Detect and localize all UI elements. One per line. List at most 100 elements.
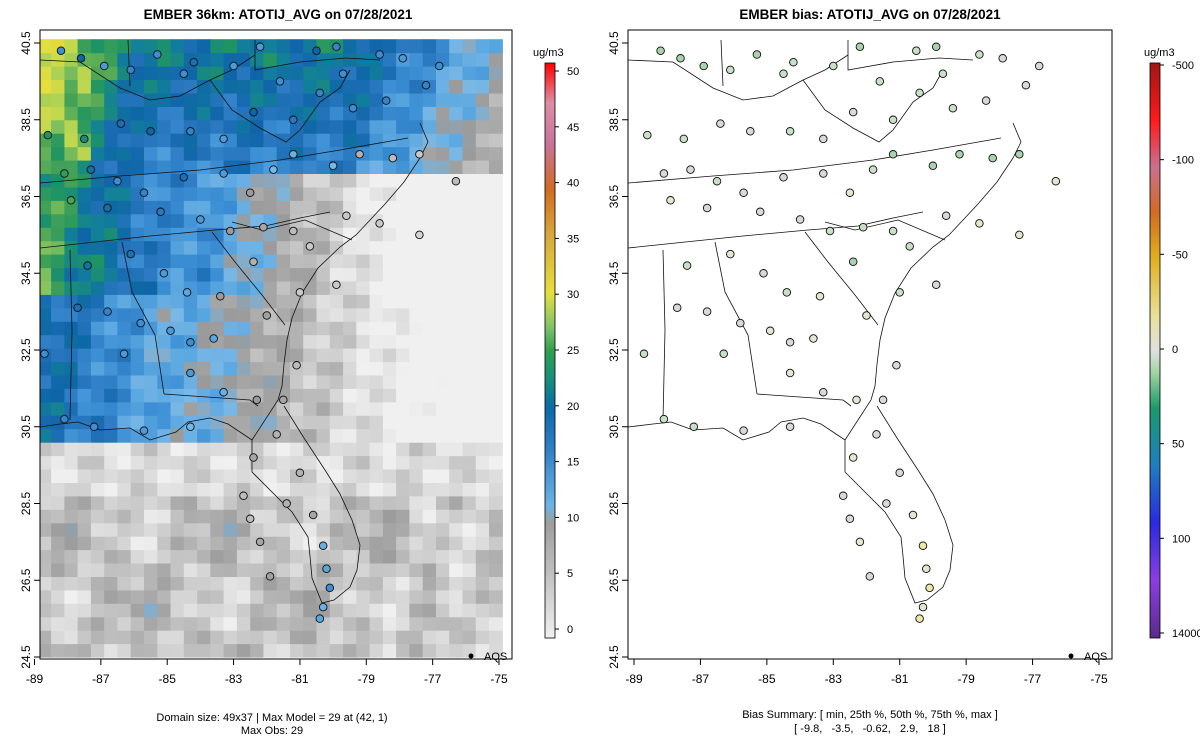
grid-cell [64, 482, 79, 497]
grid-cell [343, 536, 357, 551]
grid-cell [316, 415, 331, 430]
bias-point [702, 307, 712, 316]
grid-cell [382, 616, 397, 631]
grid-cell [144, 227, 158, 242]
grid-cell [236, 173, 251, 188]
grid-cell [90, 334, 105, 349]
obs-point [196, 215, 205, 224]
grid-cell [276, 630, 291, 645]
grid-cell [90, 361, 105, 376]
grid-cell [130, 348, 145, 363]
grid-cell [130, 616, 145, 631]
obs-point [451, 176, 461, 186]
grid-cell [77, 536, 92, 551]
grid-cell [475, 630, 490, 645]
grid-cell [144, 616, 158, 631]
grid-cell [356, 643, 371, 658]
bias-point [975, 50, 984, 59]
grid-cell [290, 495, 304, 510]
grid-cell [210, 374, 225, 389]
grid-cell [117, 536, 132, 551]
bias-point [782, 288, 792, 297]
grid-cell [382, 173, 397, 188]
grid-cell [263, 361, 278, 376]
grid-cell [90, 79, 105, 94]
grid-cell [183, 294, 198, 309]
grid-cell [250, 227, 265, 242]
grid-cell [263, 52, 278, 67]
grid-cell [489, 361, 503, 376]
grid-cell [197, 589, 211, 604]
bias-point [712, 176, 722, 186]
grid-cell [51, 321, 65, 336]
bias-point [759, 269, 768, 278]
grid-cell [436, 455, 450, 470]
right-title: EMBER bias: ATOTIJ_AVG on 07/28/2021 [739, 7, 1001, 22]
grid-cell [170, 213, 185, 228]
grid-cell [409, 307, 424, 322]
grid-cell [409, 630, 424, 645]
grid-cell [329, 92, 344, 107]
grid-cell [40, 522, 52, 537]
grid-cell [329, 361, 344, 376]
grid-cell [263, 294, 278, 309]
bias-point [746, 127, 755, 136]
grid-cell [130, 442, 145, 457]
grid-cell [157, 388, 172, 403]
grid-cell [396, 146, 410, 161]
obs-point [245, 188, 255, 197]
grid-cell [77, 576, 92, 591]
grid-cell [263, 522, 278, 537]
grid-cell [382, 482, 397, 497]
grid-cell [130, 563, 145, 577]
obs-point [415, 230, 424, 240]
grid-cell [436, 536, 450, 551]
grid-cell [117, 549, 132, 564]
grid-cell [104, 455, 119, 470]
grid-cell [369, 294, 384, 309]
grid-cell [382, 160, 397, 174]
grid-cell [303, 361, 318, 376]
grid-cell [489, 509, 503, 524]
grid-cell [90, 576, 105, 591]
grid-cell [462, 469, 477, 483]
bias-point [872, 430, 881, 439]
grid-cell [475, 240, 490, 255]
bias-point [819, 134, 828, 144]
obs-point [295, 468, 305, 478]
grid-cell [422, 39, 437, 54]
grid-cell [263, 334, 278, 349]
grid-cell [475, 321, 490, 336]
grid-cell [343, 240, 357, 255]
y-tick-label: 36.5 [19, 184, 33, 208]
grid-cell [64, 79, 79, 94]
grid-cell [117, 589, 132, 604]
grid-cell [51, 227, 65, 242]
grid-cell [183, 348, 198, 363]
grid-cell [422, 119, 437, 134]
grid-cell [316, 348, 331, 363]
grid-cell [449, 495, 464, 510]
grid-cell [396, 186, 410, 201]
grid-cell [489, 39, 503, 54]
grid-cell [382, 361, 397, 376]
grid-cell [210, 509, 225, 524]
grid-cell [489, 549, 503, 564]
grid-cell [51, 589, 65, 604]
grid-cell [369, 428, 384, 443]
grid-cell [77, 374, 92, 389]
grid-cell [223, 616, 238, 631]
bias-point [819, 169, 828, 178]
grid-cell [236, 536, 251, 551]
grid-cell [343, 119, 357, 134]
grid-cell [90, 509, 105, 524]
grid-cell [343, 643, 357, 658]
grid-cell [236, 307, 251, 322]
bias-point [845, 514, 855, 524]
grid-cell [64, 442, 79, 457]
grid-cell [369, 66, 384, 80]
grid-cell [144, 442, 158, 457]
grid-cell [369, 106, 384, 121]
grid-cell [263, 227, 278, 242]
grid-cell [449, 133, 464, 148]
